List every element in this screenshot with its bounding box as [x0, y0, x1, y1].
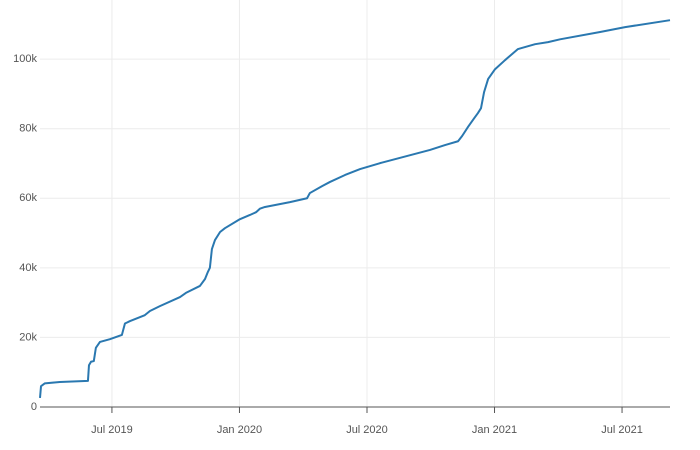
data-line [39, 19, 671, 399]
x-tick-label: Jul 2020 [346, 424, 388, 436]
x-tick-label: Jul 2021 [601, 424, 643, 436]
y-tick-label: 80k [19, 123, 37, 135]
y-tick-label: 0 [31, 401, 37, 413]
x-tick-label: Jul 2019 [91, 424, 133, 436]
x-tick-label: Jan 2021 [472, 424, 517, 436]
y-tick-label: 100k [13, 53, 37, 65]
x-tick-label: Jan 2020 [217, 424, 262, 436]
y-tick-label: 60k [19, 192, 37, 204]
y-tick-label: 40k [19, 262, 37, 274]
y-tick-label: 20k [19, 331, 37, 343]
